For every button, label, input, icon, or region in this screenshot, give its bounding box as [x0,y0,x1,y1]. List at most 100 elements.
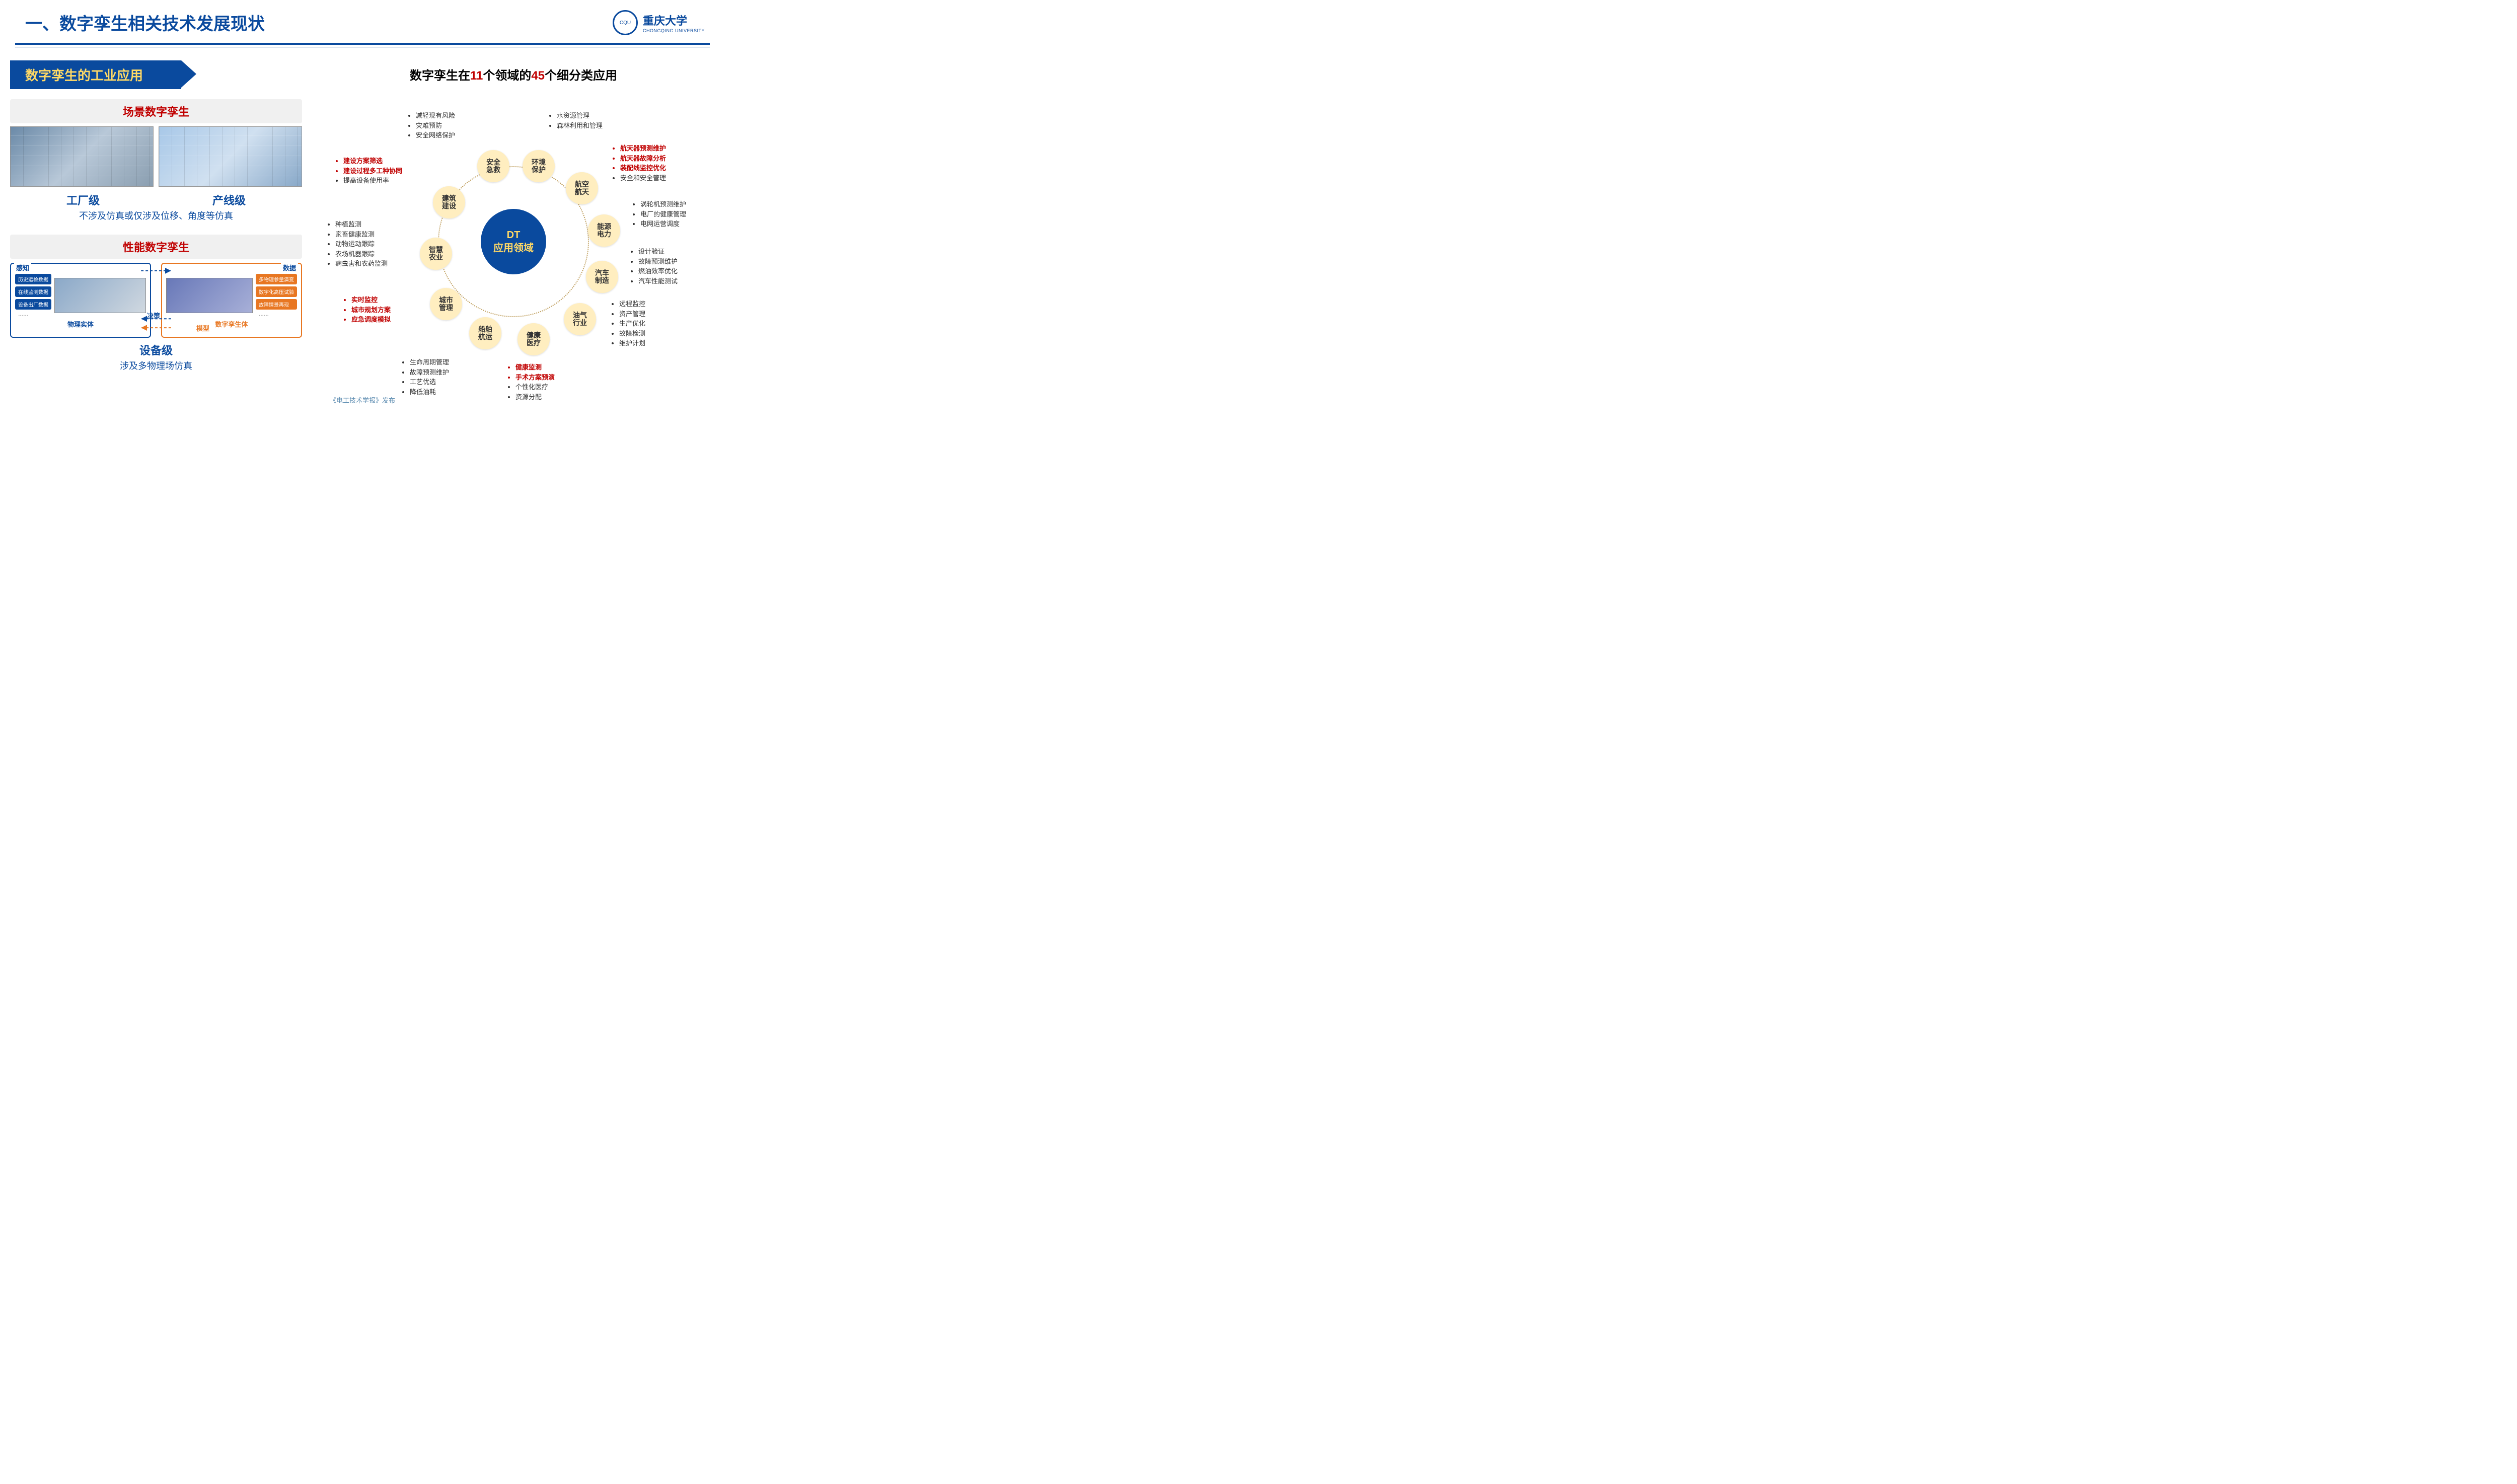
perf-data-label: 数据 [281,263,298,272]
list-item: 种植监测 [335,219,388,230]
domain-list-energy: 涡轮机预测维护电厂的健康管理电网运营调度 [632,199,686,229]
list-item: 装配线监控优化 [620,163,666,173]
left-banner: 数字孪生的工业应用 [10,60,181,89]
list-item: 故障预测维护 [638,257,678,267]
decision-label: 决策 [147,311,160,320]
domain-node-safety: 安全急救 [477,150,509,182]
scene-images [10,126,302,187]
domain-node-oil: 油气行业 [564,303,596,335]
perf-physical: 感知 历史运检数据 在线监测数据 设备出厂数据 …… 物理实体 [10,263,151,338]
right-panel: 数字孪生在11个领域的45个细分类应用 DT 应用领域 安全急救减轻现有风险灾难… [312,65,715,398]
domain-wheel: DT 应用领域 安全急救减轻现有风险灾难预防安全网络保护环境保护水资源管理森林利… [312,96,715,398]
line-image [159,126,302,187]
center-circle: DT 应用领域 [481,209,546,274]
list-item: 安全网络保护 [416,130,455,140]
page-title: 一、数字孪生相关技术发展现状 [25,10,700,35]
list-item: 故障检测 [619,329,645,339]
list-item: 安全和安全管理 [620,173,666,183]
t-mid: 个领域的 [483,69,531,83]
domain-list-env: 水资源管理森林利用和管理 [549,111,603,130]
perf-sense-label: 感知 [14,263,31,272]
logo-en: CHONGQING UNIVERSITY [643,28,705,33]
university-logo: CQU 重庆大学 CHONGQING UNIVERSITY [613,10,705,35]
list-item: 森林利用和管理 [557,121,603,131]
header-divider [15,43,710,45]
domain-node-agri: 智慧农业 [420,238,452,270]
twin-image [166,278,253,313]
list-item: 灾难预防 [416,121,455,131]
domain-node-aero: 航空航天 [566,172,598,204]
list-item: 维护计划 [619,338,645,348]
physical-image [54,278,146,313]
list-item: 燃油效率优化 [638,266,678,276]
list-item: 电网运营调度 [640,219,686,229]
ellipsis: …… [15,312,51,317]
model-label: 模型 [196,323,209,333]
list-item: 建设过程多工种协同 [343,166,402,176]
list-item: 生产优化 [619,319,645,329]
list-item: 涡轮机预测维护 [640,199,686,209]
list-item: 动物运动跟踪 [335,239,388,249]
domain-list-oil: 远程监控资产管理生产优化故障检测维护计划 [611,299,645,348]
list-item: 设计验证 [638,247,678,257]
domain-node-health: 健康医疗 [517,323,550,355]
device-caption: 设备级 [10,342,302,358]
domain-list-aero: 航天器预测维护航天器故障分析装配线监控优化安全和安全管理 [612,143,666,183]
domain-list-agri: 种植监测家畜健康监测动物运动跟踪农场机器跟踪病虫害和农药监测 [327,219,388,269]
list-item: 农场机器跟踪 [335,249,388,259]
domain-list-city: 实时监控城市规划方案应急调度模拟 [343,295,391,325]
line-caption: 产线级 [156,192,302,208]
center-l1: DT [507,229,521,242]
perf-diagram: 感知 历史运检数据 在线监测数据 设备出厂数据 …… 物理实体 数据 多物理参量… [10,263,302,338]
list-item: 工艺优选 [410,377,449,387]
t-pre: 数字孪生在 [410,69,470,83]
list-item: 故障预测维护 [410,367,449,378]
list-item: 手术方案预演 [515,373,555,383]
list-item: 减轻现有风险 [416,111,455,121]
list-item: 提高设备使用率 [343,176,402,186]
twin-foot: 数字孪生体 [166,319,297,329]
factory-caption: 工厂级 [10,192,156,208]
list-item: 汽车性能测试 [638,276,678,286]
t-n2: 45 [531,69,545,83]
list-item: 航天器故障分析 [620,154,666,164]
list-item: 远程监控 [619,299,645,309]
tag: 历史运检数据 [15,274,51,284]
domain-node-energy: 能源电力 [588,214,620,247]
list-item: 航天器预测维护 [620,143,666,154]
logo-cn: 重庆大学 [643,12,705,28]
tag: 在线监测数据 [15,286,51,297]
footer: 《电工技术学报》发布 [0,395,725,405]
t-n1: 11 [470,69,483,83]
logo-seal-icon: CQU [613,10,638,35]
domain-list-ship: 生命周期管理故障预测维护工艺优选降低油耗 [402,357,449,397]
domain-node-auto: 汽车制造 [586,261,618,293]
t-post: 个细分类应用 [545,69,617,83]
list-item: 生命周期管理 [410,357,449,367]
domain-list-build: 建设方案筛选建设过程多工种协同提高设备使用率 [335,156,402,186]
perf-twin: 数据 多物理参量演变 数字化高压试验 故障情景再现 …… 数字孪生体 [161,263,302,338]
list-item: 家畜健康监测 [335,230,388,240]
domain-node-ship: 船舶航运 [469,317,501,349]
perf-right-tags: 多物理参量演变 数字化高压试验 故障情景再现 …… [256,274,297,317]
right-title: 数字孪生在11个领域的45个细分类应用 [312,65,715,83]
center-l2: 应用领域 [493,242,534,255]
list-item: 水资源管理 [557,111,603,121]
list-item: 实时监控 [351,295,391,305]
scene-captions: 工厂级 产线级 [10,192,302,208]
list-item: 资产管理 [619,309,645,319]
domain-list-auto: 设计验证故障预测维护燃油效率优化汽车性能测试 [630,247,678,286]
list-item: 病虫害和农药监测 [335,259,388,269]
left-panel: 数字孪生的工业应用 场景数字孪生 工厂级 产线级 不涉及仿真或仅涉及位移、角度等… [10,60,302,372]
domain-node-city: 城市管理 [430,288,462,320]
domain-list-safety: 减轻现有风险灾难预防安全网络保护 [408,111,455,140]
list-item: 应急调度模拟 [351,315,391,325]
perf-title: 性能数字孪生 [10,239,302,255]
device-subtitle: 涉及多物理场仿真 [10,359,302,372]
scene-title: 场景数字孪生 [10,103,302,119]
perf-section: 性能数字孪生 [10,235,302,259]
list-item: 建设方案筛选 [343,156,402,166]
list-item: 健康监测 [515,362,555,373]
factory-image [10,126,154,187]
list-item: 个性化医疗 [515,382,555,392]
